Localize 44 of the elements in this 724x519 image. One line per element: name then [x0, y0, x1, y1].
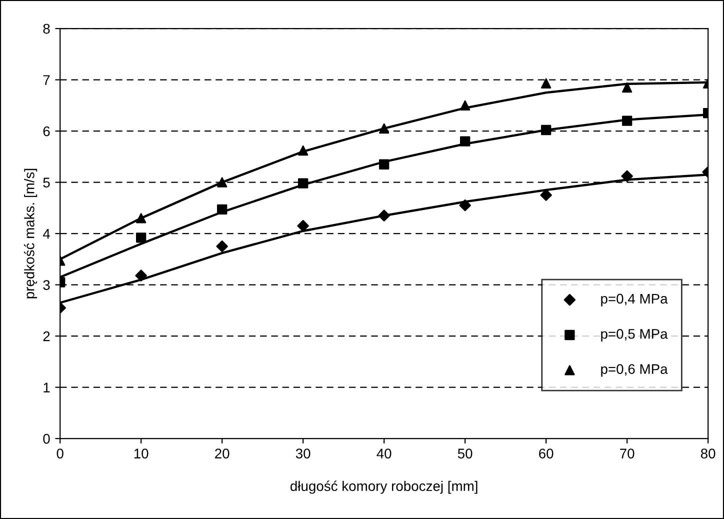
y-tick-label: 8	[43, 24, 50, 34]
y-tick-label: 7	[43, 75, 50, 85]
x-tick-label: 50	[458, 448, 472, 458]
point	[621, 170, 633, 182]
x-tick-label: 30	[296, 448, 310, 458]
point	[217, 204, 228, 215]
x-tick-label: 60	[539, 448, 554, 458]
x-tick-label: 70	[620, 448, 634, 458]
point	[622, 116, 632, 126]
point	[216, 240, 228, 252]
y-tick-label: 1	[44, 382, 50, 392]
y-tick-label: 4	[42, 229, 50, 239]
point	[135, 270, 147, 282]
x-tick-label: 20	[215, 448, 230, 458]
point	[460, 136, 470, 146]
y-axis-title: prędkość maks. [m/s]	[24, 168, 38, 298]
point	[459, 199, 471, 212]
legend-label: p=0,6 MPa	[601, 364, 668, 377]
point	[297, 220, 309, 232]
x-tick-label: 10	[134, 448, 148, 458]
point	[298, 178, 308, 188]
y-tick-label: 6	[43, 126, 50, 136]
x-tick-label: 80	[700, 448, 716, 458]
point	[540, 189, 552, 202]
y-tick-label: 2	[43, 331, 50, 342]
point	[540, 78, 552, 88]
point	[217, 177, 228, 188]
x-tick-label: 0	[56, 448, 64, 458]
point	[460, 100, 470, 111]
point	[298, 145, 308, 156]
legend-label: p=0,5 MPa	[601, 328, 668, 342]
y-tick-label: 3	[43, 280, 50, 290]
point	[378, 123, 390, 134]
point	[622, 82, 632, 93]
point	[136, 232, 146, 243]
legend-label: p=0,4 MPa	[601, 294, 668, 306]
point	[540, 124, 552, 136]
point	[136, 213, 146, 224]
point	[378, 210, 390, 222]
x-axis-title: długość komory roboczej [mm]	[290, 480, 478, 494]
x-tick-label: 40	[376, 448, 392, 458]
point	[378, 159, 390, 170]
y-tick-label: 0	[43, 434, 50, 444]
y-tick-label: 5	[43, 178, 50, 188]
